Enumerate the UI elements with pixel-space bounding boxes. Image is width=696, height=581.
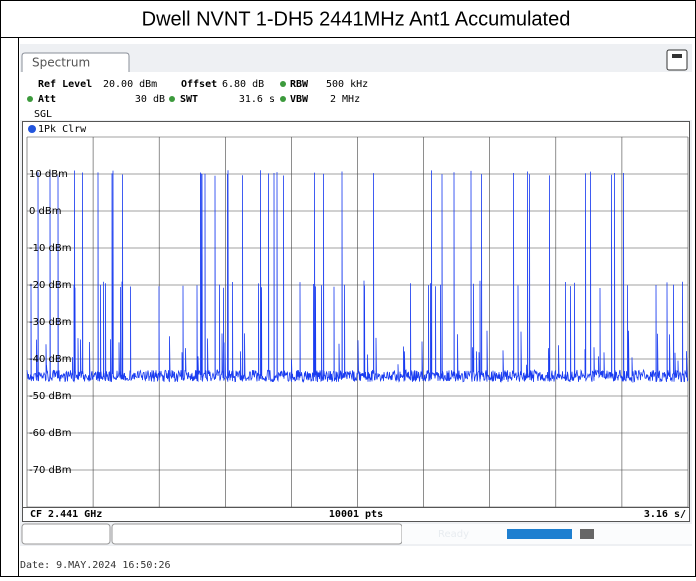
y-label: 10 dBm — [29, 169, 68, 180]
title: Dwell NVNT 1-DH5 2441MHz Ant1 Accumulate… — [142, 8, 571, 30]
indicator — [280, 81, 286, 87]
y-label: -70 dBm — [29, 465, 71, 476]
status: Ready — [438, 529, 469, 540]
indicator — [27, 96, 33, 102]
tab[interactable] — [21, 52, 130, 72]
value: 2 MHz — [330, 94, 360, 105]
label: Offset — [181, 79, 217, 90]
y-label: 0 dBm — [29, 206, 62, 217]
trace-label: 1Pk Clrw — [38, 124, 87, 135]
mode: SGL — [34, 109, 52, 120]
trace — [26, 170, 689, 384]
y-label: -50 dBm — [29, 391, 71, 402]
value: 30 dB — [135, 94, 165, 105]
value: 31.6 s — [239, 94, 275, 105]
sweep: 3.16 s/ — [644, 509, 686, 520]
indicator — [280, 96, 286, 102]
value: 500 kHz — [326, 79, 368, 90]
status-box — [111, 523, 403, 545]
status-box — [21, 523, 111, 545]
center-freq: CF 2.441 GHz — [30, 509, 102, 520]
indicator — [169, 96, 175, 102]
date: Date: 9.MAY.2024 16:50:26 — [20, 560, 171, 571]
label: VBW — [290, 94, 309, 105]
icon — [580, 529, 594, 539]
y-label: -10 dBm — [29, 243, 71, 254]
progress — [507, 529, 572, 539]
grid — [26, 136, 689, 508]
label: RBW — [290, 79, 309, 90]
footer: CF 2.441 GHz 10001 pts 3.16 s/ — [30, 509, 686, 520]
icon[interactable] — [666, 49, 688, 71]
settings-panel — [20, 72, 692, 120]
value: 20.00 dBm — [103, 79, 157, 90]
label: Att — [38, 94, 56, 105]
settings: Ref Level 20.00 dBm Offset 6.80 dB RBW 5… — [27, 79, 368, 120]
y-label: -40 dBm — [29, 354, 71, 365]
plot-frame — [22, 121, 690, 522]
y-label: -30 dBm — [29, 317, 71, 328]
y-label: -20 dBm — [29, 280, 71, 291]
y-label: -60 dBm — [29, 428, 71, 439]
y-labels: 10 dBm 0 dBm -10 dBm -20 dBm -30 dBm -40 dBm -… — [29, 169, 71, 476]
label: SWT — [180, 94, 198, 105]
tab-label[interactable]: Spectrum — [32, 56, 90, 70]
icon-glyph — [672, 54, 682, 58]
value: 6.80 dB — [222, 79, 264, 90]
trace-indicator — [28, 125, 36, 133]
points: 10001 pts — [329, 509, 383, 520]
label: Ref Level — [38, 79, 92, 90]
